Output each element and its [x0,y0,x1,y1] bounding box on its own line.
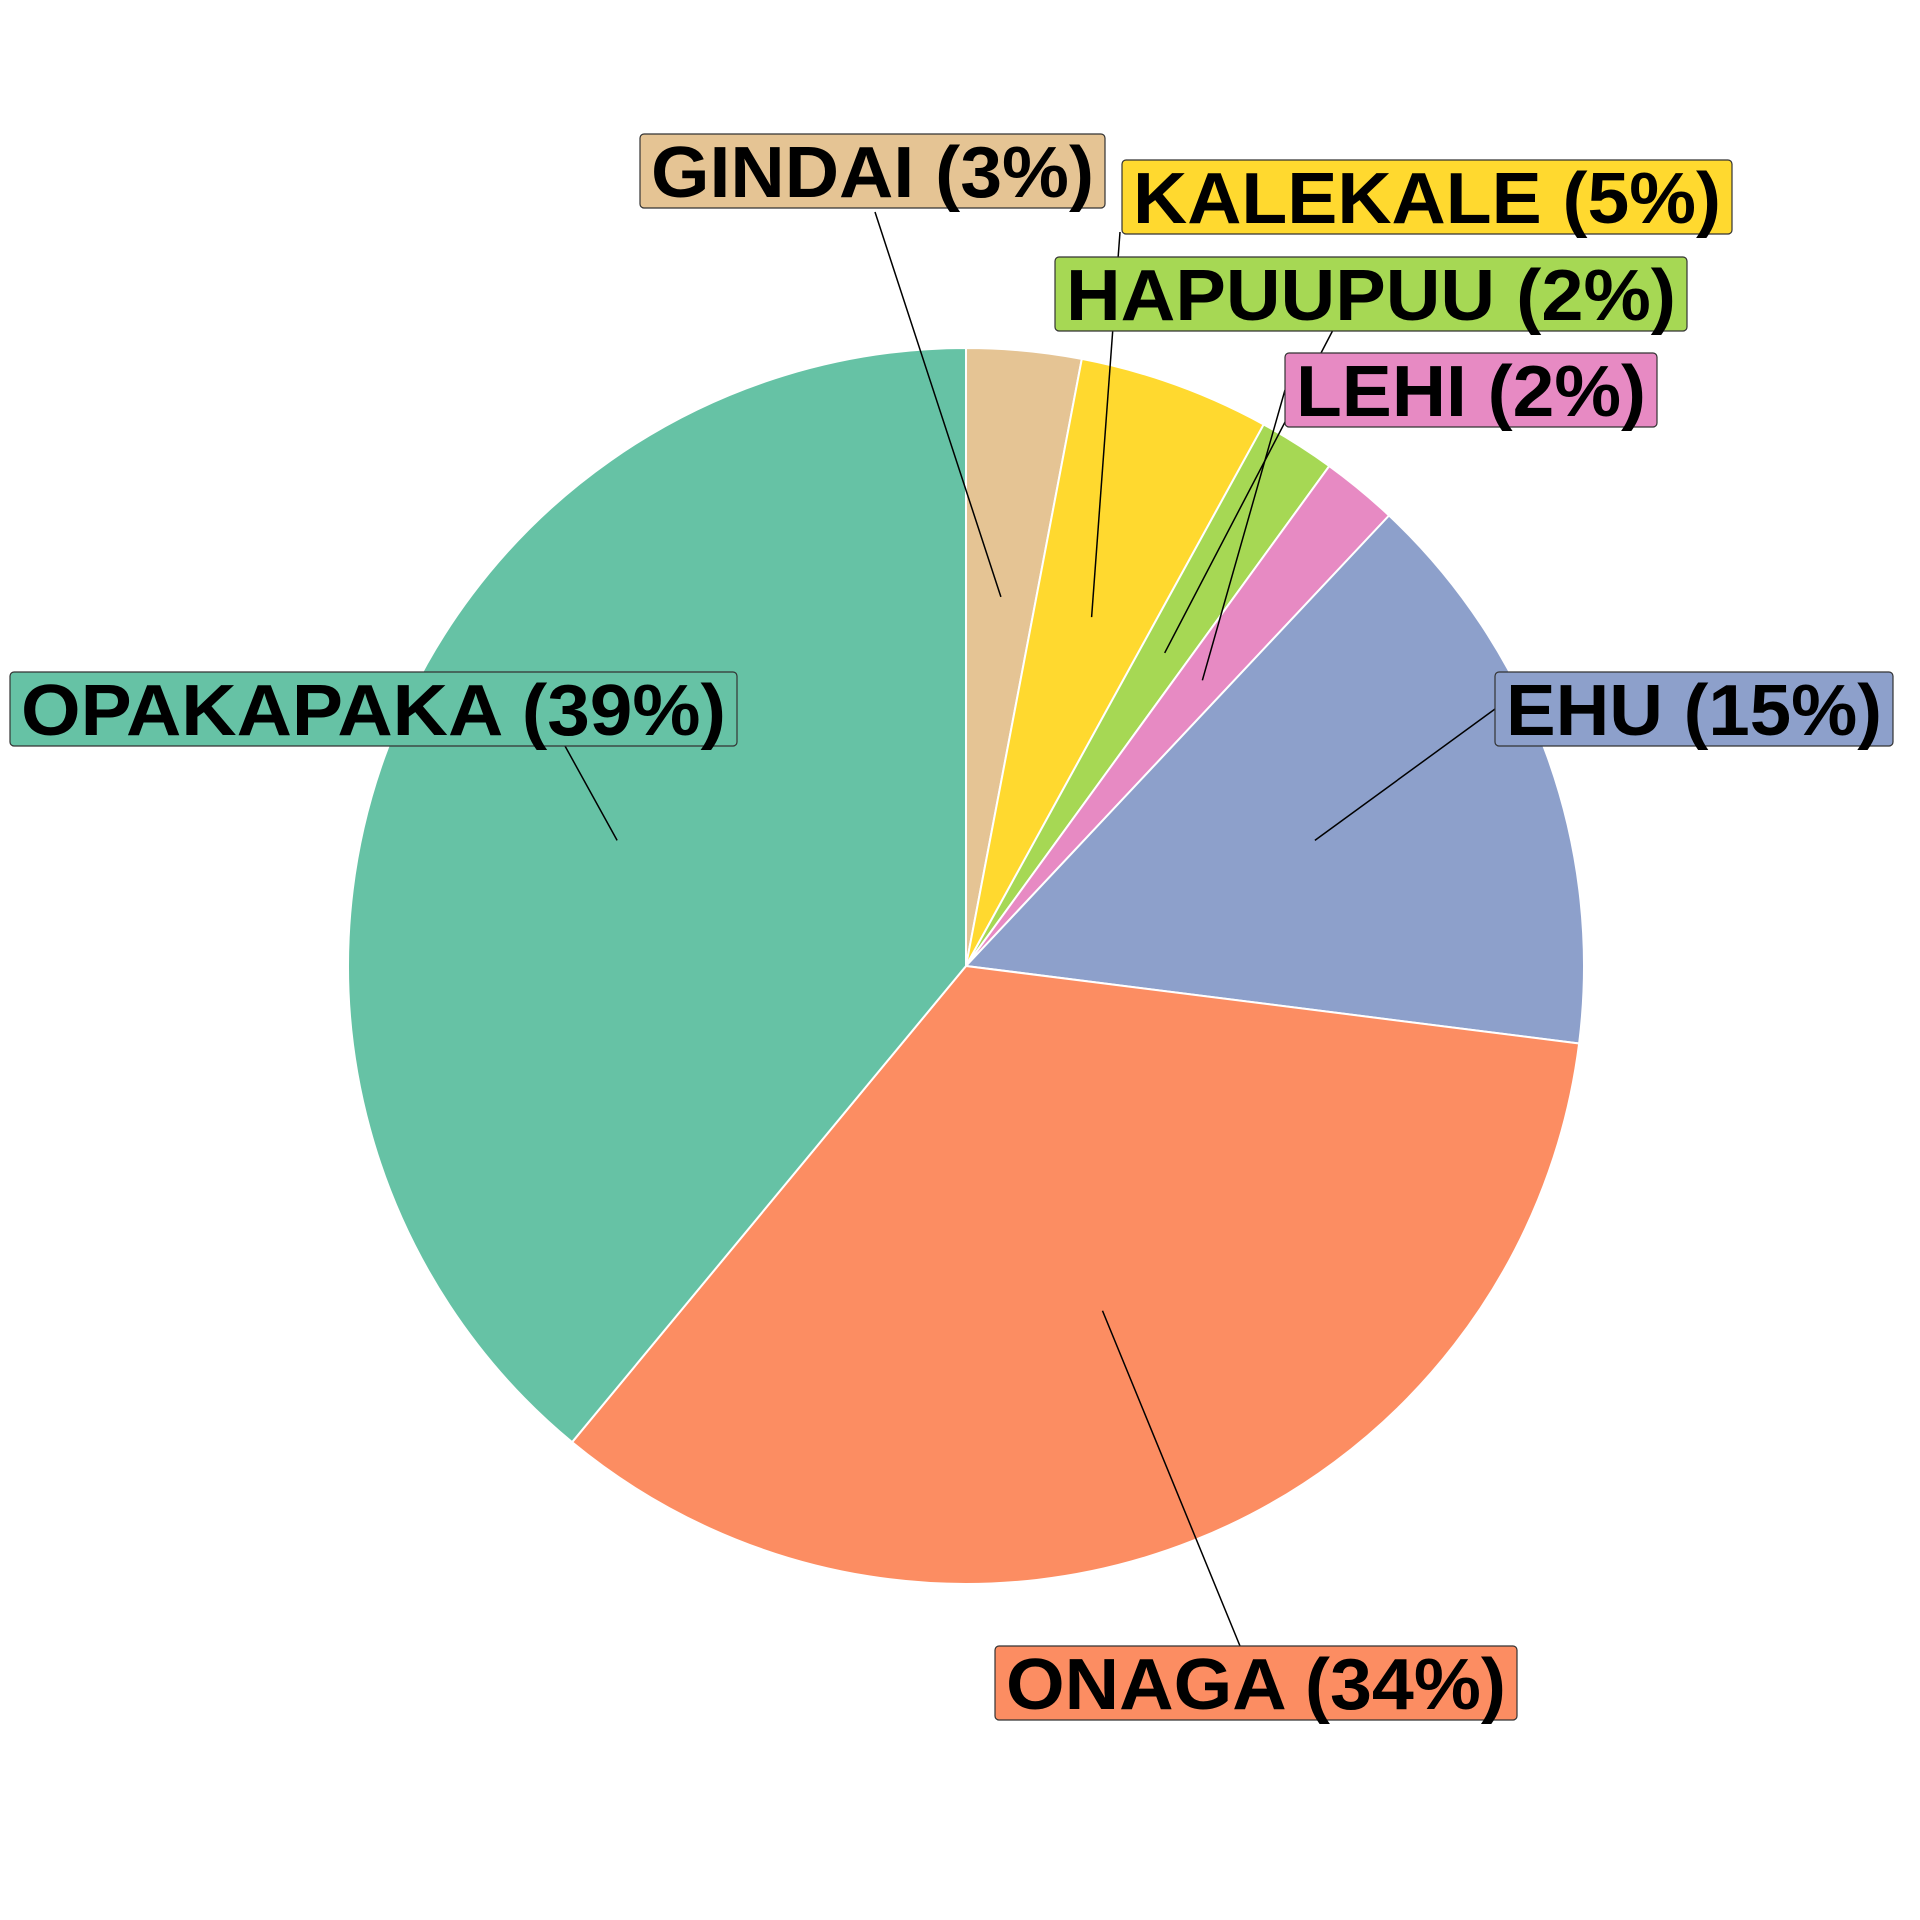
leader-line-opakapaka [564,745,618,841]
slice-label-box-lehi [1284,352,1658,428]
slice-label-text-gindai: GINDAI (3%) [651,133,1094,213]
slice-label-lehi: LEHI (2%) [1284,352,1658,432]
leader-line-ehu [1314,708,1496,842]
leader-line-gindai [874,211,1002,598]
slice-label-box-gindai [639,133,1106,209]
slice-label-box-hapuupuu [1054,256,1688,332]
slice-label-text-hapuupuu: HAPUUPUU (2%) [1066,256,1676,336]
pie-slice-kalekale [965,357,1266,967]
slice-label-kalekale: KALEKALE (5%) [1121,159,1733,239]
slice-label-opakapaka: OPAKAPAKA (39%) [9,671,738,751]
slice-label-text-lehi: LEHI (2%) [1296,352,1646,432]
pie-slice-ehu [963,514,1585,1045]
slice-label-box-opakapaka [9,671,738,747]
slice-label-onaga: ONAGA (34%) [994,1645,1518,1725]
slice-label-box-kalekale [1121,159,1733,235]
slice-label-text-opakapaka: OPAKAPAKA (39%) [21,671,726,751]
pie-slices [347,346,1585,1585]
slice-label-box-onaga [994,1645,1518,1721]
slice-label-box-ehu [1494,671,1894,747]
slice-label-text-onaga: ONAGA (34%) [1006,1645,1506,1725]
slice-label-text-ehu: EHU (15%) [1506,671,1882,751]
pie-slice-onaga [570,964,1581,1585]
slice-label-ehu: EHU (15%) [1494,671,1894,751]
slice-labels: GINDAI (3%) KALEKALE (5%) HAPUUPUU (2%) LEH… [9,133,1894,1725]
leader-line-lehi [1201,389,1286,681]
slice-label-gindai: GINDAI (3%) [639,133,1106,213]
slice-label-hapuupuu: HAPUUPUU (2%) [1054,256,1688,336]
slice-label-text-kalekale: KALEKALE (5%) [1133,159,1721,239]
leader-line-onaga [1101,1310,1241,1647]
pie-slice-opakapaka [347,346,967,1444]
